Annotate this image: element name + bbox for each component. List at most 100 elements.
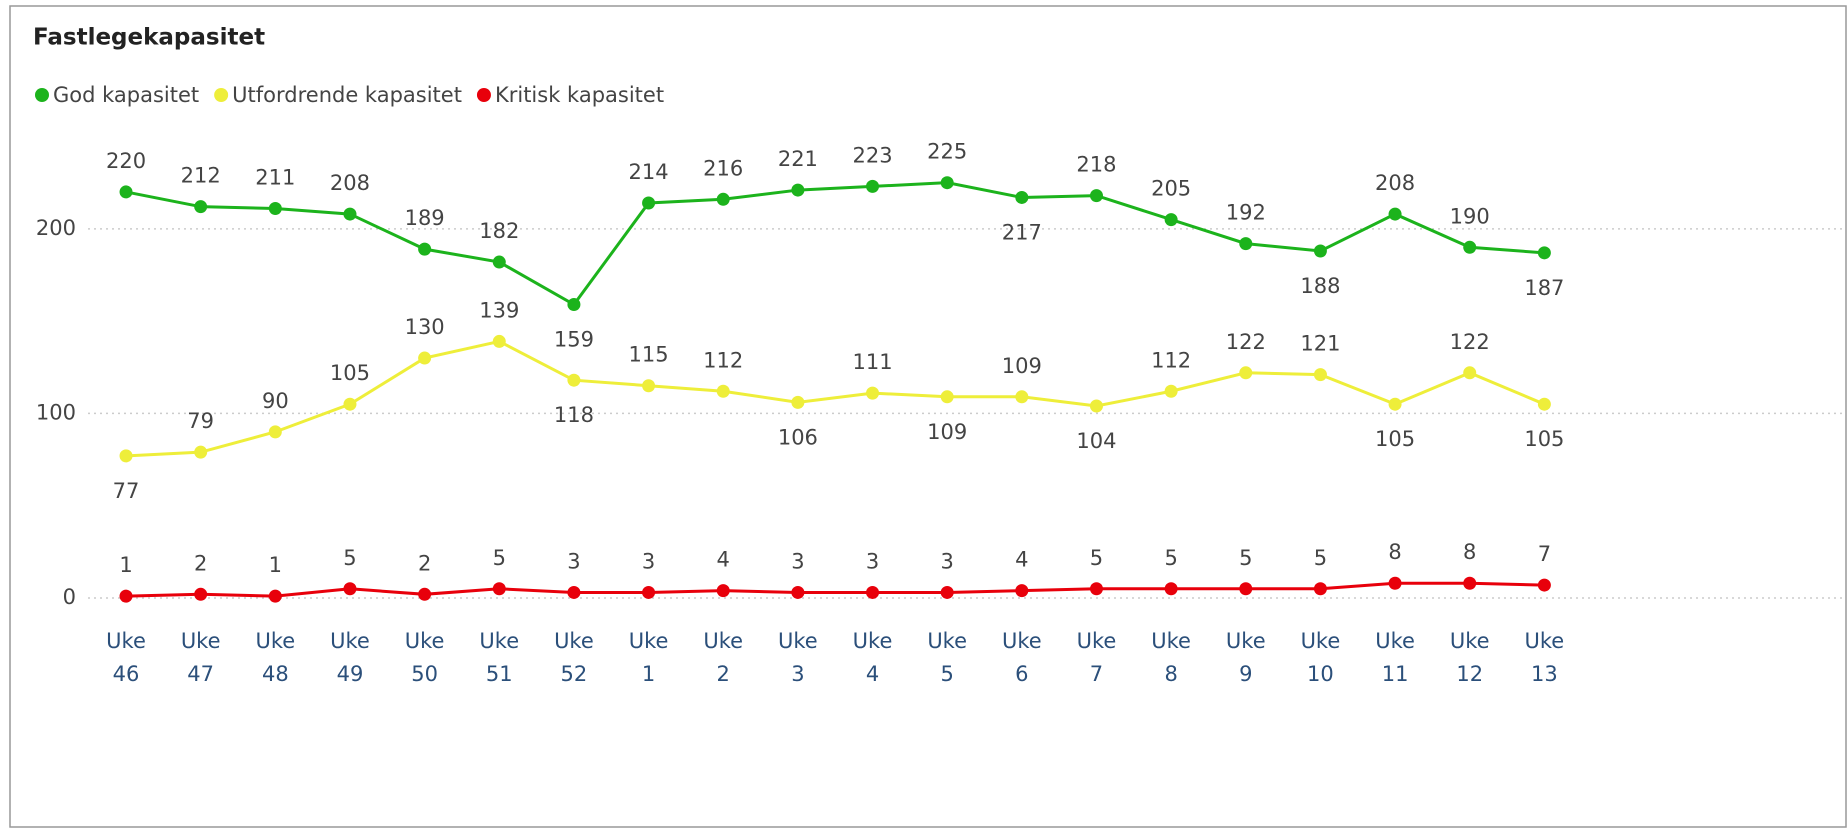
data-label: 4 — [717, 548, 730, 572]
data-point — [1164, 582, 1178, 596]
data-label: 111 — [852, 350, 892, 374]
data-point — [492, 334, 506, 348]
data-label: 225 — [927, 140, 967, 164]
data-label: 189 — [405, 206, 445, 230]
data-label: 212 — [181, 164, 221, 188]
data-label: 122 — [1226, 330, 1266, 354]
data-point — [343, 207, 357, 221]
data-point — [716, 192, 730, 206]
data-point — [940, 585, 954, 599]
data-label: 3 — [567, 549, 580, 573]
data-point — [119, 185, 133, 199]
data-label: 208 — [1375, 171, 1415, 195]
x-tick-label: Uke 47 — [181, 629, 221, 686]
data-point — [1463, 576, 1477, 590]
data-point — [716, 384, 730, 398]
data-label: 218 — [1076, 153, 1116, 177]
data-point — [1537, 578, 1551, 592]
data-label: 77 — [113, 479, 140, 503]
data-point — [268, 202, 282, 216]
x-tick-label: Uke 52 — [554, 629, 594, 686]
data-point — [119, 449, 133, 463]
data-label: 105 — [1375, 427, 1415, 451]
data-point — [1015, 390, 1029, 404]
data-label: 208 — [330, 171, 370, 195]
x-tick-label: Uke 4 — [853, 629, 893, 686]
x-tick-label: Uke 8 — [1151, 629, 1191, 686]
data-label: 211 — [255, 166, 295, 190]
data-point — [642, 585, 656, 599]
data-label: 8 — [1463, 540, 1476, 564]
x-tick-label: Uke 9 — [1226, 629, 1266, 686]
data-label: 3 — [940, 549, 953, 573]
data-point — [1537, 246, 1551, 260]
data-point — [343, 582, 357, 596]
data-label: 1 — [269, 553, 282, 577]
data-point — [866, 179, 880, 193]
x-tick-label: Uke 10 — [1301, 629, 1341, 686]
data-label: 220 — [106, 149, 146, 173]
data-label: 7 — [1538, 542, 1551, 566]
data-point — [567, 298, 581, 312]
data-point — [418, 587, 432, 601]
data-label: 3 — [791, 549, 804, 573]
data-label: 79 — [187, 409, 214, 433]
series-line — [125, 581, 1545, 598]
data-label: 130 — [405, 315, 445, 339]
x-tick-label: Uke 11 — [1375, 629, 1415, 686]
data-point — [1239, 582, 1253, 596]
data-point — [1164, 213, 1178, 227]
data-point — [1463, 366, 1477, 380]
data-label: 122 — [1450, 330, 1490, 354]
data-point — [119, 589, 133, 603]
data-label: 1 — [119, 553, 132, 577]
data-label: 5 — [1164, 546, 1177, 570]
data-label: 118 — [554, 403, 594, 427]
data-point — [418, 242, 432, 256]
data-point — [1015, 190, 1029, 204]
data-label: 2 — [418, 551, 431, 575]
data-point — [1164, 384, 1178, 398]
y-tick-label: 200 — [36, 216, 76, 240]
legend-label: God kapasitet — [53, 83, 199, 107]
data-point — [716, 584, 730, 598]
data-point — [642, 196, 656, 210]
y-tick-label: 0 — [63, 585, 76, 609]
y-tick-label: 100 — [36, 400, 76, 424]
x-tick-label: Uke 2 — [703, 629, 743, 686]
data-label: 104 — [1076, 429, 1116, 453]
data-label: 105 — [330, 361, 370, 385]
data-point — [1089, 189, 1103, 203]
data-label: 115 — [629, 343, 669, 367]
x-tick-label: Uke 49 — [330, 629, 370, 686]
data-point — [940, 176, 954, 190]
x-tick-label: Uke 12 — [1450, 629, 1490, 686]
data-label: 192 — [1226, 201, 1266, 225]
data-label: 190 — [1450, 204, 1490, 228]
x-tick-label: Uke 3 — [778, 629, 818, 686]
data-label: 217 — [1002, 220, 1042, 244]
data-point — [940, 390, 954, 404]
data-label: 112 — [703, 348, 743, 372]
chart-title: Fastlegekapasitet — [33, 25, 265, 51]
data-point — [567, 373, 581, 387]
data-point — [791, 395, 805, 409]
x-tick-label: Uke 7 — [1077, 629, 1117, 686]
data-point — [194, 200, 208, 214]
data-point — [418, 351, 432, 365]
data-label: 187 — [1524, 276, 1564, 300]
data-point — [567, 585, 581, 599]
data-label: 109 — [927, 420, 967, 444]
data-label: 4 — [1015, 548, 1028, 572]
legend-marker — [35, 88, 49, 102]
data-point — [1313, 368, 1327, 382]
data-point — [1463, 240, 1477, 254]
data-point — [1089, 399, 1103, 413]
data-label: 223 — [852, 143, 892, 167]
x-tick-label: Uke 1 — [629, 629, 669, 686]
data-point — [1313, 244, 1327, 258]
data-label: 182 — [479, 219, 519, 243]
x-tick-label: Uke 13 — [1525, 629, 1565, 686]
data-point — [194, 445, 208, 459]
